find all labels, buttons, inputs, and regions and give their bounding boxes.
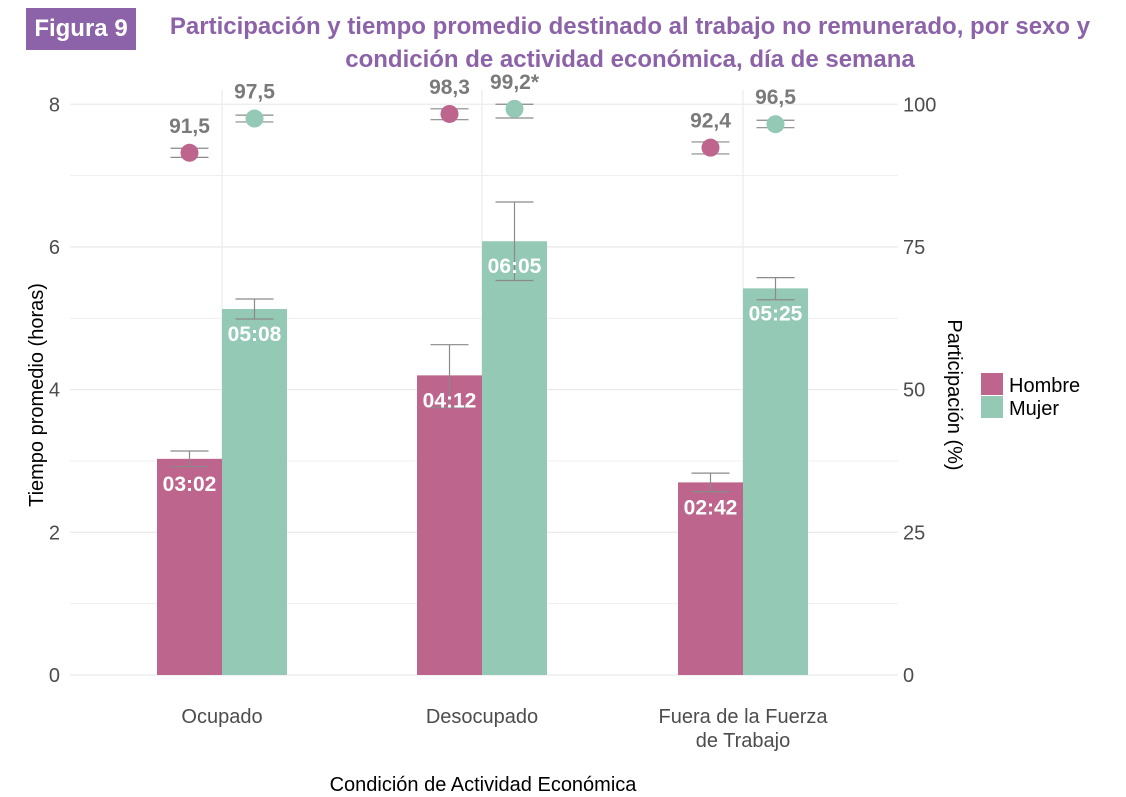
x-tick-label: Fuera de la Fuerza (659, 706, 829, 728)
participation-label-mujer: 99,2* (490, 71, 540, 94)
axes: 0 2 4 6 8 0 25 50 75 100 Ocupado Desocupado Fuera de… (49, 94, 937, 752)
bar-mujer (222, 309, 287, 675)
participation-point-hombre (440, 104, 459, 123)
legend-label-hombre: Hombre (1009, 375, 1080, 397)
bar-hombre (678, 482, 743, 675)
legend-key-mujer (981, 396, 1003, 418)
bar-label-mujer: 05:08 (228, 323, 282, 346)
y-tick-label: 6 (49, 237, 60, 259)
bar-mujer (482, 241, 547, 675)
x-tick-label: Desocupado (426, 706, 538, 728)
legend-key-hombre (981, 373, 1003, 395)
y-tick-label: 4 (49, 380, 60, 402)
error-bars (170, 103, 795, 493)
bar-hombre (417, 375, 482, 675)
y2-tick-label: 50 (903, 380, 925, 402)
participation-label-hombre: 91,5 (169, 115, 210, 138)
bars (157, 241, 808, 675)
participation-points (180, 99, 785, 162)
participation-point-hombre (180, 143, 199, 162)
participation-label-hombre: 92,4 (690, 110, 731, 133)
x-tick-label: de Trabajo (696, 730, 791, 752)
y2-tick-label: 75 (903, 237, 925, 259)
x-axis-title: Condición de Actividad Económica (330, 774, 638, 796)
figure-badge: Figura 9 (26, 8, 136, 50)
bar-mujer (743, 288, 808, 675)
participation-label-hombre: 98,3 (429, 76, 470, 99)
y2-tick-label: 100 (903, 94, 936, 116)
participation-label-mujer: 96,5 (755, 86, 796, 109)
bar-label-mujer: 05:25 (749, 302, 803, 325)
y-axis-title: Tiempo promedio (horas) (26, 283, 48, 507)
bar-label-hombre: 04:12 (423, 389, 477, 412)
bar-label-hombre: 02:42 (684, 496, 738, 519)
bar-hombre (157, 458, 222, 675)
y-tick-label: 8 (49, 94, 60, 116)
figure-title-line-2: condición de actividad económica, día de… (345, 46, 915, 73)
bar-label-mujer: 06:05 (488, 255, 542, 278)
bar-label-hombre: 03:02 (163, 473, 217, 496)
participation-point-mujer (505, 99, 524, 118)
y2-tick-label: 25 (903, 522, 925, 544)
legend-label-mujer: Mujer (1009, 398, 1059, 420)
y-tick-label: 0 (49, 665, 60, 687)
y2-tick-label: 0 (903, 665, 914, 687)
participation-point-mujer (245, 109, 264, 128)
y-tick-label: 2 (49, 522, 60, 544)
data-labels: 03:02 91,5 04:12 98,3 02:42 92,4 05:08 97,5 06:0… (163, 71, 803, 520)
participation-label-mujer: 97,5 (234, 81, 275, 104)
x-tick-label: Ocupado (181, 706, 262, 728)
participation-point-mujer (766, 115, 785, 134)
figure-title-line-1: Participación y tiempo promedio destinad… (169, 13, 1091, 40)
participation-point-hombre (701, 138, 720, 157)
figure-title: Participación y tiempo promedio destinad… (150, 10, 1110, 76)
y2-axis-title: Participación (%) (943, 319, 965, 470)
